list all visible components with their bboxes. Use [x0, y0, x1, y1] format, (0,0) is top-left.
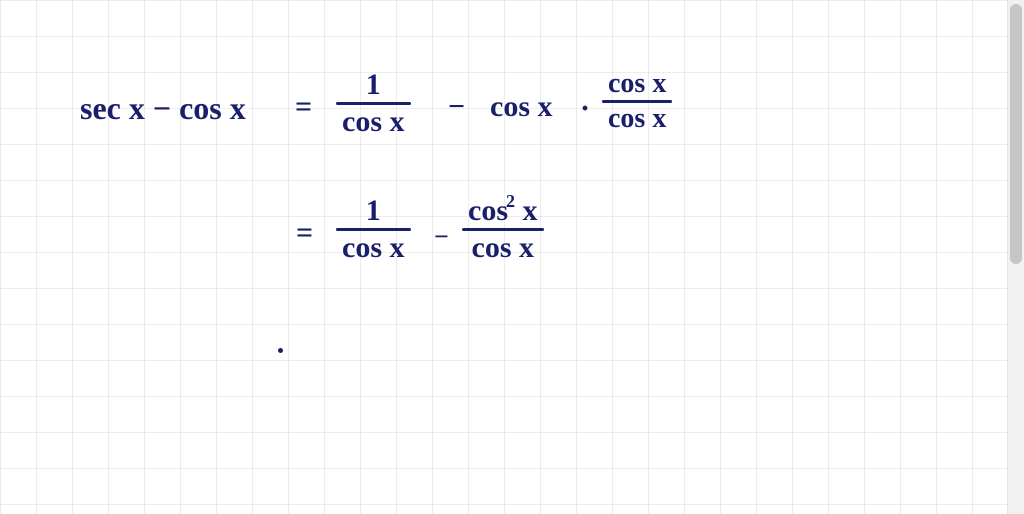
- line2-frac2-den: cos x: [466, 231, 541, 263]
- scrollbar-thumb[interactable]: [1010, 4, 1022, 264]
- line1-frac1: 1 cos x: [336, 70, 411, 137]
- line1-minus: −: [448, 92, 465, 122]
- line1-term2-frac-num: cos x: [602, 70, 672, 100]
- line2-equals: =: [296, 218, 313, 248]
- cursor-dot: [278, 348, 283, 353]
- line1-frac1-num: 1: [360, 70, 387, 102]
- line1-term2-base: cos x: [490, 92, 553, 122]
- line1-frac1-den: cos x: [336, 105, 411, 137]
- line1-lhs: sec x − cos x: [80, 92, 246, 124]
- vertical-scrollbar[interactable]: [1007, 0, 1024, 514]
- line2-frac2-num: cos2 x: [462, 196, 544, 228]
- line2-frac1: 1 cos x: [336, 196, 411, 263]
- line2-frac2-num-sup: 2: [506, 191, 515, 211]
- line1-term2-dot: ·: [580, 94, 590, 124]
- line2-frac2-num-tail: x: [515, 194, 538, 227]
- line2-frac1-num: 1: [360, 196, 387, 228]
- line2-minus: −: [434, 224, 449, 250]
- line2-frac2-num-base: cos: [468, 194, 508, 227]
- line1-term2-frac-den: cos x: [602, 103, 672, 133]
- line2-frac1-den: cos x: [336, 231, 411, 263]
- line2-frac2: cos2 x cos x: [462, 196, 544, 263]
- line1-term2-frac: cos x cos x: [602, 70, 672, 133]
- line1-equals: =: [295, 92, 312, 122]
- whiteboard-canvas[interactable]: sec x − cos x = 1 cos x − cos x · cos x …: [0, 0, 1024, 514]
